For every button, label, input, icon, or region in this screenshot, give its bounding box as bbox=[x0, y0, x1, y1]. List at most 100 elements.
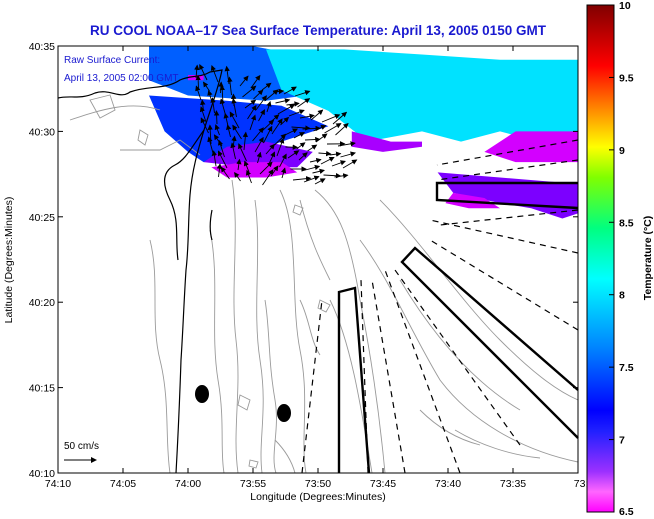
current-vector bbox=[244, 99, 257, 109]
current-vector bbox=[293, 132, 305, 139]
transect-lines bbox=[301, 139, 578, 473]
contour-line bbox=[419, 409, 481, 446]
contour-line bbox=[137, 129, 149, 146]
coastline-inland bbox=[163, 129, 205, 261]
annotation-date: April 13, 2005 02:00 GMT bbox=[64, 73, 179, 84]
chart-title: RU COOL NOAA–17 Sea Surface Temperature:… bbox=[90, 23, 547, 38]
current-vector bbox=[216, 163, 223, 178]
contour-line bbox=[237, 394, 251, 411]
current-vector bbox=[236, 158, 242, 171]
current-vector bbox=[337, 141, 356, 147]
y-axis-label: Latitude (Degrees:Minutes) bbox=[3, 197, 15, 324]
coastline-hook bbox=[209, 209, 213, 241]
current-vector bbox=[286, 101, 300, 107]
current-vector bbox=[277, 104, 296, 115]
colorbar-tick-label: 7.5 bbox=[619, 362, 634, 374]
x-tick-label: 74:05 bbox=[110, 478, 136, 490]
survey-box-middle bbox=[337, 286, 371, 474]
current-vector bbox=[301, 164, 321, 172]
y-tick-label: 40:35 bbox=[29, 41, 55, 53]
sst-patch bbox=[445, 192, 500, 209]
coastline-mainland bbox=[57, 69, 223, 474]
current-vector bbox=[279, 153, 287, 168]
colorbar-ticks: 10 9.5 9 8.5 8 7.5 7 6.5 bbox=[609, 0, 634, 518]
current-vector bbox=[334, 173, 349, 179]
current-vector bbox=[265, 143, 275, 155]
colorbar-tick-label: 6.5 bbox=[619, 506, 634, 518]
current-vector bbox=[261, 82, 272, 91]
current-vector bbox=[259, 161, 273, 175]
contour-line bbox=[359, 239, 578, 463]
survey-box-diagonal bbox=[400, 246, 579, 439]
current-vector bbox=[232, 124, 242, 140]
contour-line bbox=[248, 459, 259, 469]
current-vector bbox=[291, 125, 311, 131]
colorbar-tick-label: 10 bbox=[619, 0, 631, 12]
y-tick-label: 40:25 bbox=[29, 212, 55, 224]
sst-patch bbox=[484, 131, 578, 163]
transect-line bbox=[436, 159, 578, 181]
contour-line bbox=[299, 199, 331, 281]
current-vector bbox=[249, 114, 257, 131]
current-vector bbox=[298, 152, 308, 161]
y-tick-label: 40:20 bbox=[29, 297, 55, 309]
y-tick-label: 40:30 bbox=[29, 126, 55, 138]
transect-line bbox=[439, 209, 578, 226]
colorbar-tick-label: 8.5 bbox=[619, 217, 634, 229]
contour-line bbox=[399, 279, 521, 411]
current-vector bbox=[292, 175, 312, 182]
current-vector bbox=[230, 142, 236, 160]
current-vector bbox=[266, 100, 272, 113]
contour-line bbox=[254, 199, 264, 473]
sst-patch bbox=[266, 49, 578, 142]
current-vector bbox=[335, 122, 349, 136]
contour-line bbox=[299, 299, 321, 356]
current-vector bbox=[238, 143, 247, 162]
contour-line bbox=[231, 179, 239, 473]
current-vector bbox=[299, 113, 315, 119]
current-vector bbox=[275, 98, 291, 104]
current-vector bbox=[332, 111, 348, 125]
current-vector bbox=[262, 169, 274, 186]
current-vector bbox=[296, 142, 306, 150]
current-vector bbox=[294, 90, 311, 97]
contour-line bbox=[89, 94, 116, 119]
bathymetry-contours bbox=[69, 94, 578, 473]
contour-line bbox=[379, 199, 578, 401]
colorbar-tick-label: 9.5 bbox=[619, 72, 634, 84]
y-axis: 40:35 40:30 40:25 40:20 40:15 40:10 bbox=[29, 41, 578, 480]
current-vector bbox=[234, 171, 241, 182]
contour-line bbox=[69, 105, 161, 121]
station-marker bbox=[277, 404, 291, 422]
current-vector bbox=[283, 86, 297, 95]
transect-line bbox=[384, 269, 461, 473]
colorbar-label: Temperature (°C) bbox=[642, 216, 654, 301]
x-tick-label: 73:50 bbox=[305, 478, 331, 490]
transect-line bbox=[301, 299, 323, 473]
survey-box-north bbox=[435, 181, 579, 210]
current-vector bbox=[310, 109, 324, 121]
current-vector bbox=[302, 125, 321, 132]
current-vector bbox=[254, 136, 264, 153]
current-vector bbox=[340, 151, 356, 158]
contour-line bbox=[314, 189, 386, 473]
colorbar-tick-label: 9 bbox=[619, 145, 625, 157]
current-vector bbox=[271, 118, 283, 135]
contour-line bbox=[120, 139, 201, 156]
x-tick-label: 73:35 bbox=[500, 478, 526, 490]
contour-line bbox=[274, 439, 296, 473]
current-vector bbox=[200, 117, 209, 134]
current-vector bbox=[239, 75, 249, 87]
current-vector bbox=[227, 76, 233, 96]
transect-line bbox=[429, 219, 578, 254]
current-vector bbox=[219, 98, 226, 116]
coastline bbox=[57, 69, 223, 474]
x-tick-label: 73:40 bbox=[435, 478, 461, 490]
x-tick-label: 73:45 bbox=[370, 478, 396, 490]
contour-line bbox=[317, 299, 331, 313]
contour-line bbox=[209, 229, 225, 473]
current-vector bbox=[320, 156, 335, 165]
x-tick-label: 74:00 bbox=[175, 478, 201, 490]
current-vector bbox=[287, 150, 300, 159]
